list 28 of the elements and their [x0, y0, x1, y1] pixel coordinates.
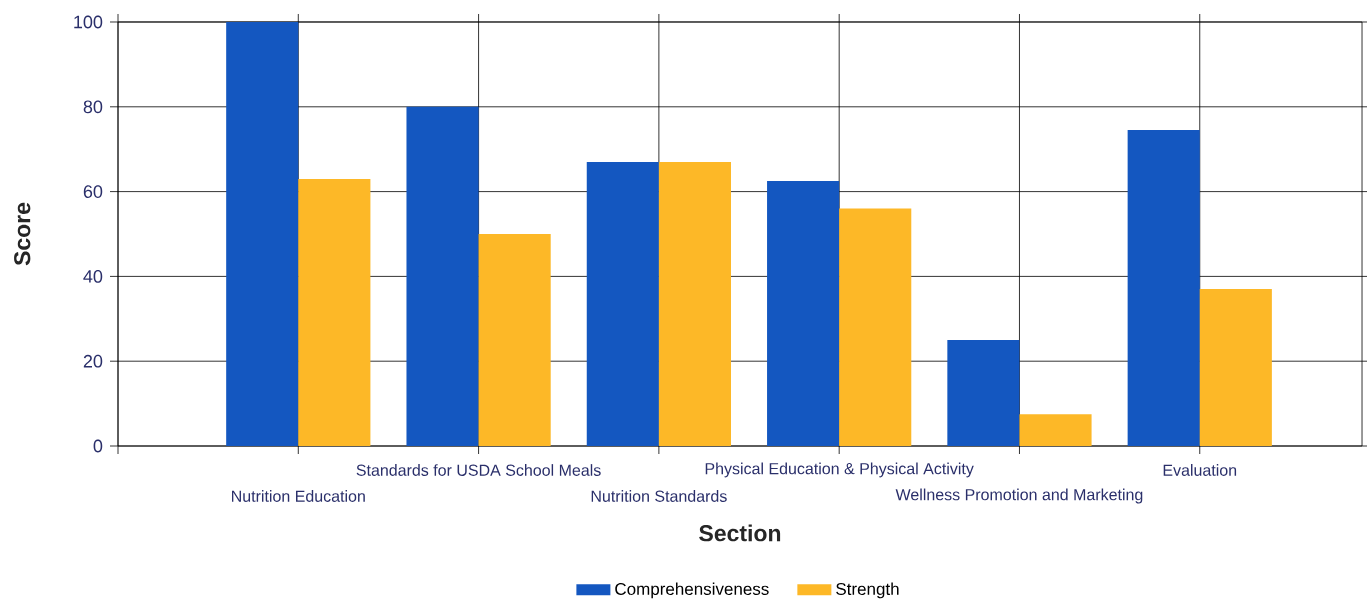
x-tick-label: Nutrition Education [232, 490, 365, 502]
bar [1019, 414, 1092, 446]
y-tick-label: 100 [74, 15, 103, 29]
bar [767, 181, 840, 446]
y-tick-label: 80 [83, 100, 103, 114]
bar [1199, 289, 1272, 446]
x-tick-label: Nutrition Standards [591, 490, 727, 502]
y-tick-label: 40 [83, 270, 103, 283]
y-axis-title: Score [14, 202, 31, 266]
legend-label: Strength [836, 582, 899, 599]
y-tick-label: 20 [83, 354, 103, 368]
bar [226, 22, 299, 446]
bar [586, 161, 659, 446]
legend-label: Comprehensiveness [615, 582, 769, 599]
x-tick-label: Evaluation [1163, 464, 1237, 476]
bar [1127, 130, 1200, 446]
bar [298, 178, 371, 446]
bar [406, 106, 479, 446]
y-tick-label: 0 [93, 439, 103, 453]
y-tick-label: 60 [83, 185, 103, 198]
bar [947, 340, 1020, 446]
x-tick-label: Wellness Promotion and Marketing [895, 488, 1143, 504]
bar [658, 161, 731, 446]
bar [478, 234, 551, 446]
x-tick-label: Physical Education & Physical Activity [705, 462, 974, 478]
x-axis-title: Section [699, 524, 781, 542]
bar [839, 208, 912, 446]
x-tick-label: Standards for USDA School Meals [356, 464, 601, 476]
